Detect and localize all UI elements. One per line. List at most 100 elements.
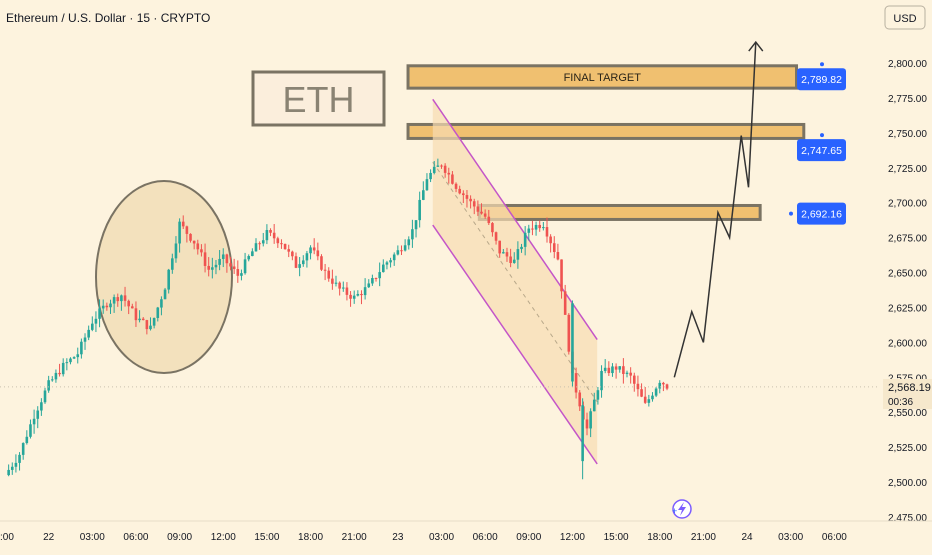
candle — [243, 252, 247, 275]
candle — [123, 286, 127, 307]
candle — [189, 233, 192, 243]
candle — [502, 249, 505, 254]
candle — [454, 182, 458, 193]
y-tick-label: 2,500.00 — [888, 478, 927, 489]
candle — [211, 257, 214, 279]
candle — [91, 316, 94, 332]
price-badge-1[interactable]: 2,789.82 — [797, 62, 846, 91]
candle — [80, 338, 83, 359]
price-badge-2[interactable]: 2,747.65 — [797, 133, 846, 162]
candle — [629, 367, 632, 384]
candle — [240, 269, 243, 281]
candle — [345, 282, 349, 301]
candle — [447, 167, 451, 184]
candle — [476, 200, 480, 216]
candle — [229, 256, 232, 271]
x-tick-label: 15:00 — [254, 532, 279, 543]
candle — [542, 221, 545, 231]
y-tick-label: 2,525.00 — [888, 443, 927, 454]
candle — [116, 293, 120, 307]
eth-label-box — [251, 70, 386, 127]
candle — [36, 406, 40, 429]
candle — [280, 239, 283, 249]
candle — [527, 224, 531, 241]
candle — [152, 317, 156, 329]
candle — [363, 278, 367, 300]
price-badge-3[interactable]: 2,692.16 — [789, 202, 846, 225]
candle — [338, 281, 341, 296]
accumulation-circle — [95, 180, 233, 374]
candle — [221, 248, 225, 268]
candle — [160, 296, 163, 316]
y-tick-label: 2,800.00 — [888, 59, 927, 70]
candle — [571, 300, 574, 388]
candle — [600, 365, 603, 398]
candle — [469, 195, 472, 209]
candle — [265, 224, 269, 245]
candle — [327, 267, 331, 282]
y-tick-label: 2,725.00 — [888, 164, 927, 175]
candle — [520, 243, 523, 253]
candle — [334, 275, 338, 287]
candle — [422, 181, 425, 201]
candle — [185, 225, 189, 243]
candle — [98, 299, 101, 328]
candle — [131, 303, 134, 309]
candle — [614, 363, 618, 379]
target-zone-1 — [406, 64, 799, 90]
candle — [436, 158, 440, 167]
candle — [309, 245, 312, 260]
candle — [658, 380, 662, 394]
candle — [10, 462, 14, 475]
candle — [18, 452, 21, 471]
candle — [451, 171, 454, 185]
candle — [472, 198, 476, 215]
candle — [207, 257, 210, 277]
candle — [545, 217, 549, 243]
x-tick-label: 22 — [43, 532, 55, 543]
candle — [218, 250, 221, 271]
candle — [316, 242, 320, 261]
candle — [294, 252, 298, 269]
candle — [516, 241, 520, 269]
candle — [323, 263, 327, 281]
candle — [396, 245, 400, 256]
price-axis-panel — [880, 0, 932, 550]
currency-button[interactable] — [884, 5, 926, 30]
candle — [560, 259, 563, 299]
candle — [512, 252, 516, 264]
candle — [349, 291, 352, 307]
candle — [14, 454, 18, 473]
candle — [432, 160, 436, 175]
candle — [254, 238, 258, 252]
y-tick-label: 2,550.00 — [888, 408, 927, 419]
candle — [665, 383, 669, 391]
bar-countdown: 00:36 — [888, 397, 913, 408]
candle — [487, 209, 491, 226]
price-badge-text: 2,789.82 — [801, 74, 842, 86]
lightning-icon[interactable]: + — [672, 499, 692, 519]
x-tick-label: 03:00 — [80, 532, 105, 543]
candle — [225, 253, 229, 273]
candle — [272, 224, 276, 244]
candle — [596, 387, 600, 405]
candle — [578, 390, 582, 411]
candle — [414, 220, 418, 238]
candle — [200, 244, 203, 257]
candle — [69, 357, 72, 365]
candle — [574, 367, 578, 399]
candle — [356, 290, 360, 297]
y-tick-label: 2,650.00 — [888, 269, 927, 280]
x-tick-label: 06:00 — [123, 532, 148, 543]
candle — [196, 239, 200, 255]
current-price-tag — [883, 379, 932, 409]
candle — [276, 236, 280, 248]
candle — [549, 234, 552, 253]
candle — [40, 398, 43, 416]
candle — [389, 257, 392, 268]
candle — [87, 325, 90, 341]
candle — [283, 243, 287, 250]
currency-button-label: USD — [893, 13, 916, 25]
candle — [411, 219, 414, 248]
